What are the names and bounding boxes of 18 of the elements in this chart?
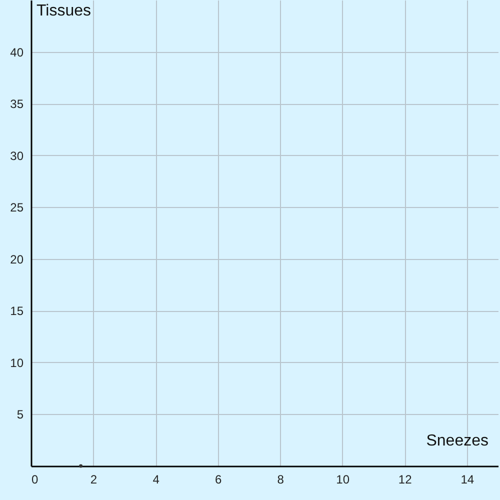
y-tick-label: 35 (10, 97, 24, 112)
y-tick-label: 40 (10, 45, 24, 60)
y-tick-label: 15 (10, 304, 24, 318)
x-tick-label: 12 (398, 472, 412, 486)
x-tick-label: 6 (214, 472, 222, 486)
y-tick-label: 25 (10, 200, 24, 215)
y-tick-label: 5 (16, 408, 24, 422)
y-tick-label: 20 (10, 252, 24, 266)
x-tick-label: 0 (32, 472, 38, 486)
x-tick-label: 14 (460, 472, 474, 486)
y-axis-title: Tissues (36, 2, 92, 20)
x-tick-label: 4 (152, 472, 160, 486)
x-axis-title: Sneezes (426, 432, 488, 450)
x-tick-label: 8 (277, 472, 284, 486)
x-tick-label: 2 (90, 472, 98, 486)
y-tick-label: 10 (10, 356, 24, 370)
y-tick-label: 30 (10, 148, 24, 163)
x-tick-label: 10 (336, 472, 350, 486)
